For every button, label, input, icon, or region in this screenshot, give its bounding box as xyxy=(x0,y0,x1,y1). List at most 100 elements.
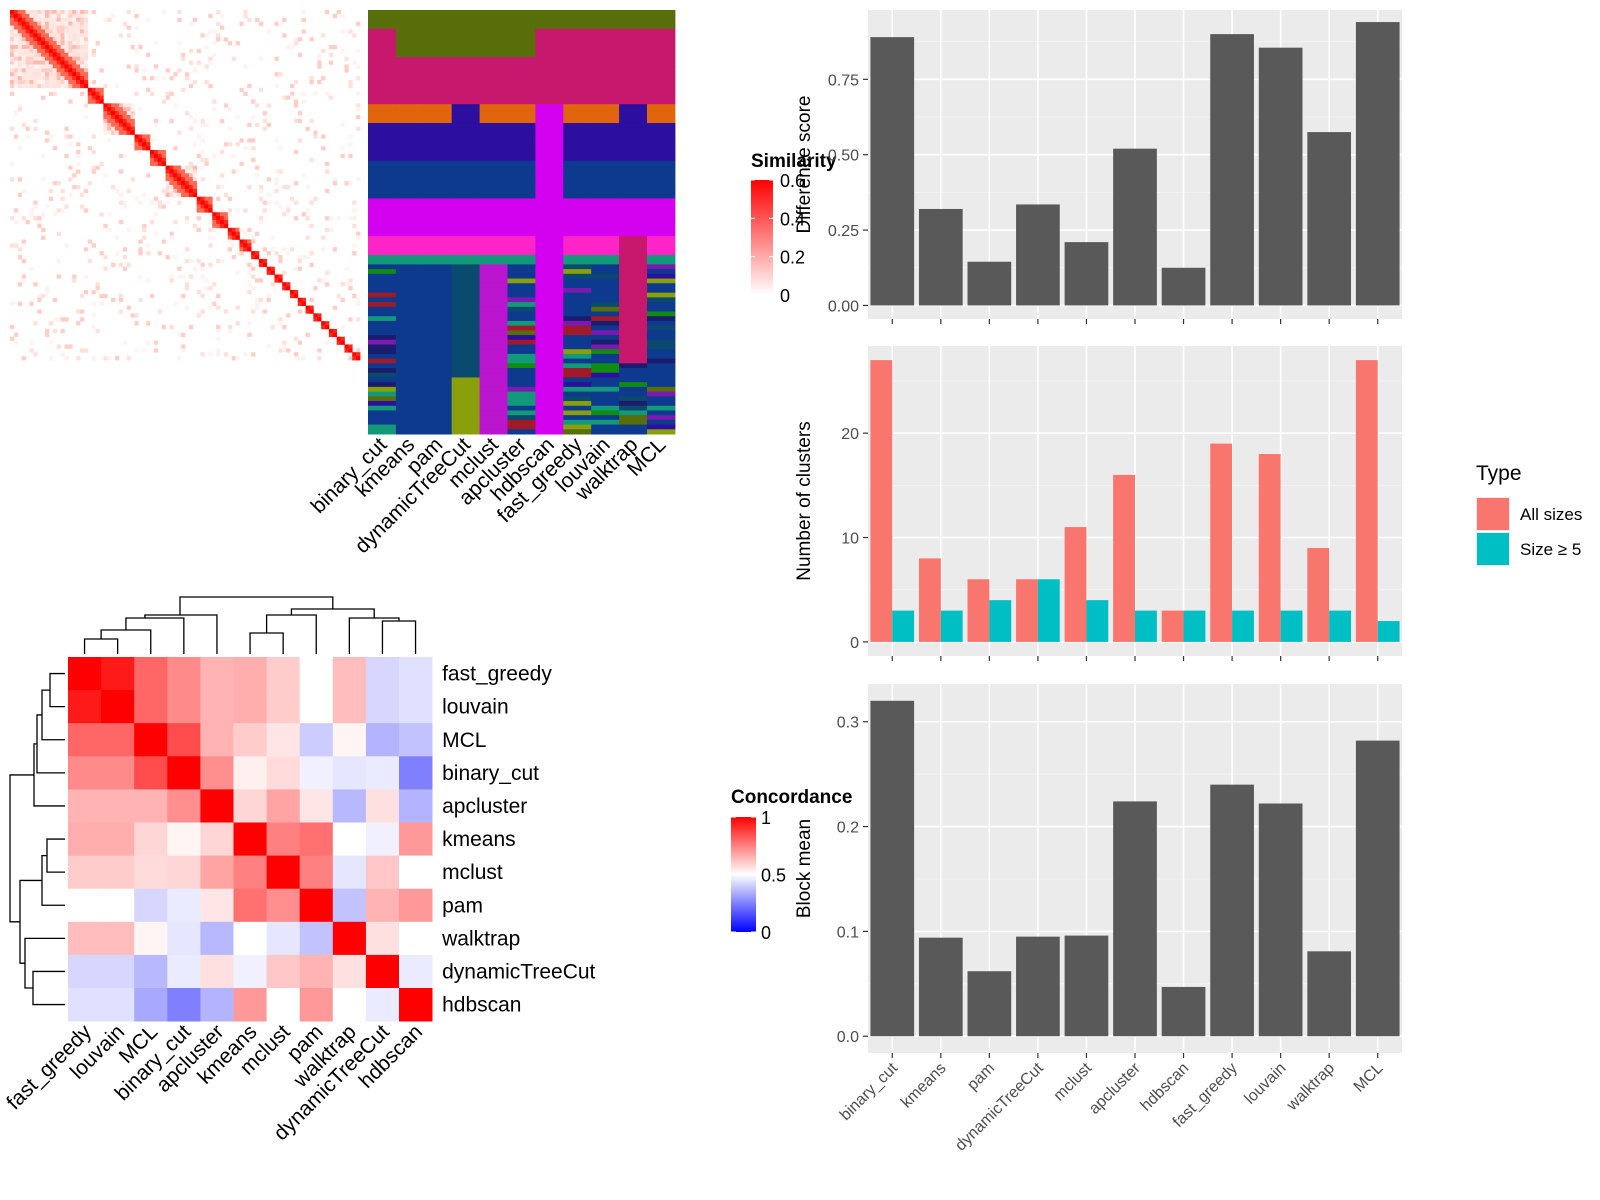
assignment-cell xyxy=(591,217,620,223)
similarity-cell xyxy=(153,76,159,81)
similarity-cell xyxy=(37,293,42,299)
similarity-cell xyxy=(115,103,120,108)
assignment-cell xyxy=(591,85,620,91)
assignment-cell xyxy=(423,146,453,152)
similarity-cell xyxy=(76,76,81,81)
assignment-cell xyxy=(368,104,397,110)
similarity-cell xyxy=(262,111,268,116)
similarity-cell xyxy=(216,352,221,357)
concordance-cell xyxy=(266,855,301,890)
concordance-cell xyxy=(365,723,400,757)
assignment-cell xyxy=(647,382,676,388)
similarity-cell xyxy=(10,21,15,26)
similarity-cell xyxy=(37,80,42,85)
assignment-cell xyxy=(479,14,508,20)
similarity-cell xyxy=(29,21,34,26)
similarity-cell xyxy=(76,45,81,50)
similarity-cell xyxy=(344,344,349,349)
similarity-cell xyxy=(212,41,217,46)
assignment-cell xyxy=(591,52,620,58)
similarity-cell xyxy=(17,83,23,89)
assignment-cell xyxy=(563,151,592,157)
concordance-column-labels: fast_greedylouvainMCLbinary_cutapcluster… xyxy=(2,1020,427,1145)
assignment-cell xyxy=(423,386,453,393)
assignment-cell xyxy=(368,113,397,119)
dendrogram-branch xyxy=(348,617,400,654)
similarity-cell xyxy=(80,10,85,15)
assignment-cell xyxy=(479,71,508,77)
y-axis-title: Number of clusters xyxy=(794,421,815,580)
similarity-cell xyxy=(317,313,322,318)
similarity-cell xyxy=(356,76,361,81)
concordance-row-label: dynamicTreeCut xyxy=(442,960,595,983)
assignment-cell xyxy=(535,212,564,218)
assignment-cell xyxy=(507,14,536,20)
similarity-cell xyxy=(48,196,54,201)
similarity-cell xyxy=(52,181,58,186)
assignment-cell xyxy=(507,104,536,110)
similarity-cell xyxy=(231,243,236,248)
assignment-cell xyxy=(647,179,676,185)
similarity-cell xyxy=(13,41,19,46)
similarity-cell xyxy=(212,301,217,306)
similarity-cell xyxy=(48,37,54,42)
assignment-cell xyxy=(395,250,425,256)
assignment-cell xyxy=(535,61,564,68)
similarity-cell xyxy=(37,83,42,89)
similarity-cell xyxy=(356,348,361,353)
similarity-cell xyxy=(13,17,19,23)
concordance-cell xyxy=(266,988,301,1022)
similarity-cell xyxy=(72,41,77,46)
assignment-cell xyxy=(395,330,425,336)
concordance-cell xyxy=(332,988,367,1022)
assignment-cell xyxy=(647,33,676,39)
similarity-cell xyxy=(161,204,166,209)
similarity-cell xyxy=(352,60,357,65)
similarity-cell xyxy=(13,80,19,85)
similarity-cell xyxy=(25,134,30,139)
similarity-cell xyxy=(56,52,61,58)
concordance-cell xyxy=(200,822,234,856)
similarity-cell xyxy=(80,25,85,30)
assignment-cell xyxy=(563,330,592,336)
similarity-cell xyxy=(177,200,182,205)
similarity-cell xyxy=(309,297,314,303)
similarity-cell xyxy=(68,56,73,61)
similarity-cell xyxy=(282,212,287,217)
assignment-cell xyxy=(423,47,453,53)
assignment-cell xyxy=(368,151,397,157)
assignment-cell xyxy=(619,401,648,407)
assignment-cell xyxy=(423,344,453,350)
assignment-cell xyxy=(395,179,425,185)
similarity-cell xyxy=(332,332,338,338)
assignment-cell xyxy=(368,358,397,364)
assignment-cell xyxy=(451,368,481,374)
similarity-cell xyxy=(216,336,221,341)
assignment-cell xyxy=(563,189,592,195)
assignment-cell xyxy=(591,245,620,251)
similarity-cell xyxy=(45,72,50,77)
similarity-cell xyxy=(48,10,54,15)
similarity-cell xyxy=(309,309,314,314)
assignment-cell xyxy=(647,217,676,223)
similarity-cell xyxy=(103,115,108,120)
similarity-cell xyxy=(52,76,58,81)
assignment-cell xyxy=(395,127,425,133)
similarity-cell xyxy=(56,10,61,15)
assignment-cell xyxy=(619,424,648,430)
similarity-cell xyxy=(45,80,50,85)
concordance-cell xyxy=(233,657,267,691)
similarity-cell xyxy=(48,76,54,81)
similarity-cell xyxy=(142,146,147,151)
assignment-cell xyxy=(563,382,592,388)
similarity-cell xyxy=(188,192,194,198)
similarity-cell xyxy=(270,266,275,271)
similarity-cell xyxy=(165,185,170,190)
similarity-cell xyxy=(68,10,73,15)
similarity-cell xyxy=(227,208,233,213)
similarity-cell xyxy=(165,177,170,182)
assignment-cell xyxy=(563,335,592,341)
assignment-cell xyxy=(395,99,425,105)
assignment-cell xyxy=(423,297,453,303)
similarity-cell xyxy=(83,48,89,54)
